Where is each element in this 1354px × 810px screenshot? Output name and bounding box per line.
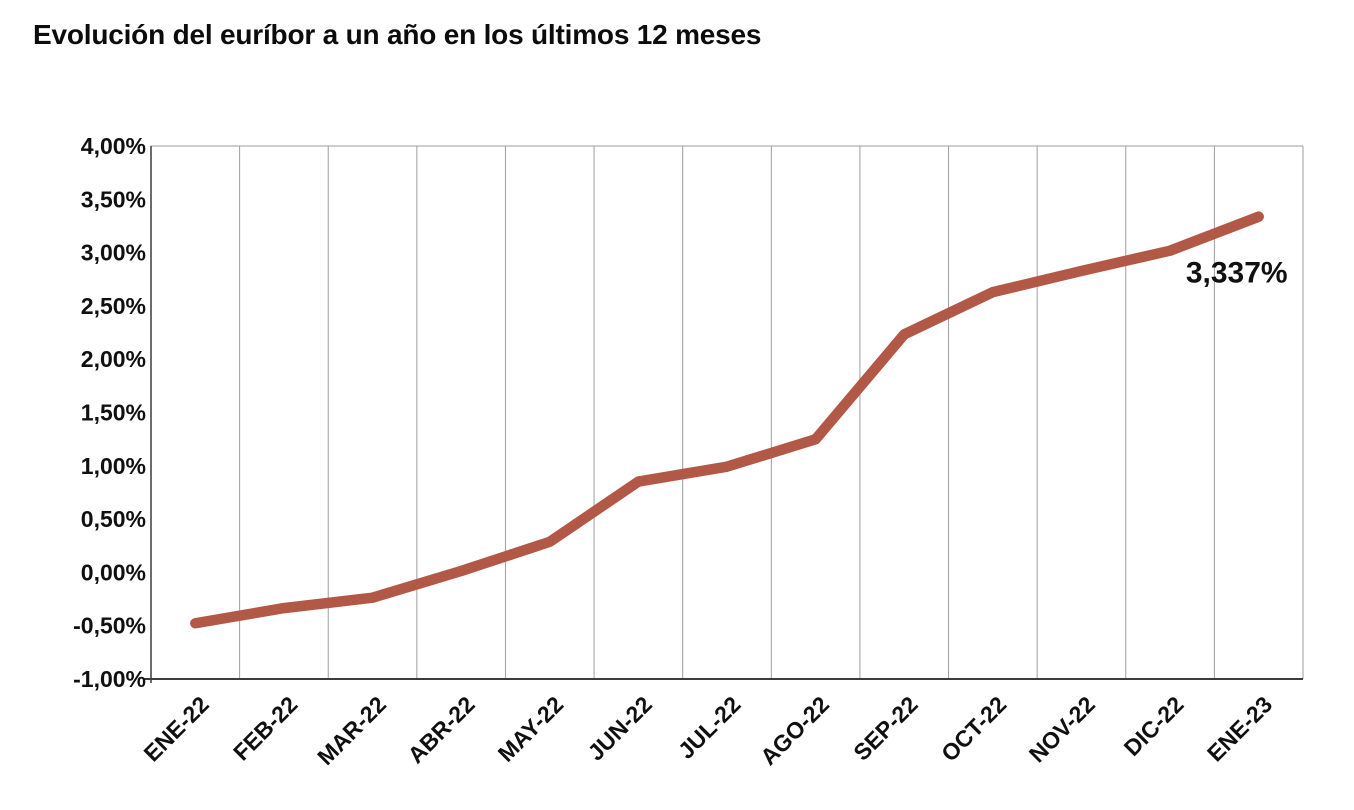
y-axis-tick-label: 0,00%	[81, 559, 146, 585]
y-axis-tick-label: 3,50%	[81, 186, 146, 212]
x-axis-tick-label: FEB-22	[228, 691, 302, 765]
x-axis-tick-label: DIC-22	[1119, 691, 1189, 761]
x-axis-tick-label: JUN-22	[582, 691, 656, 765]
y-axis-tick-label: 2,00%	[81, 346, 146, 372]
y-axis-tick-label: 0,50%	[81, 506, 146, 532]
x-axis-tick-label: JUL-22	[673, 691, 746, 764]
euribor-line	[190, 211, 1264, 629]
last-value-data-label: 3,337%	[1186, 257, 1288, 290]
y-axis-tick-label: 1,00%	[81, 453, 146, 479]
chart-title: Evolución del euríbor a un año en los úl…	[33, 19, 762, 50]
y-axis-tick-label: -0,50%	[73, 613, 146, 639]
y-axis-tick-label: 3,00%	[81, 240, 146, 266]
x-axis-tick-label: MAY-22	[493, 691, 569, 767]
y-axis-tick-label: -1,00%	[73, 666, 146, 692]
y-axis-tick-label: 1,50%	[81, 400, 146, 426]
x-axis-tick-label: ENE-22	[139, 691, 214, 766]
x-axis-tick-label: ENE-23	[1202, 691, 1277, 766]
x-axis-tick-label: ABR-22	[403, 691, 480, 768]
y-axis-tick-label: 2,50%	[81, 293, 146, 319]
x-axis-tick-label: AGO-22	[755, 691, 834, 770]
y-axis-tick-label: 4,00%	[81, 133, 146, 159]
x-axis-tick-label: SEP-22	[848, 691, 922, 765]
x-axis-tick-label: OCT-22	[936, 691, 1011, 766]
x-axis-tick-label: MAR-22	[312, 691, 391, 770]
x-axis-tick-label: NOV-22	[1024, 691, 1100, 767]
